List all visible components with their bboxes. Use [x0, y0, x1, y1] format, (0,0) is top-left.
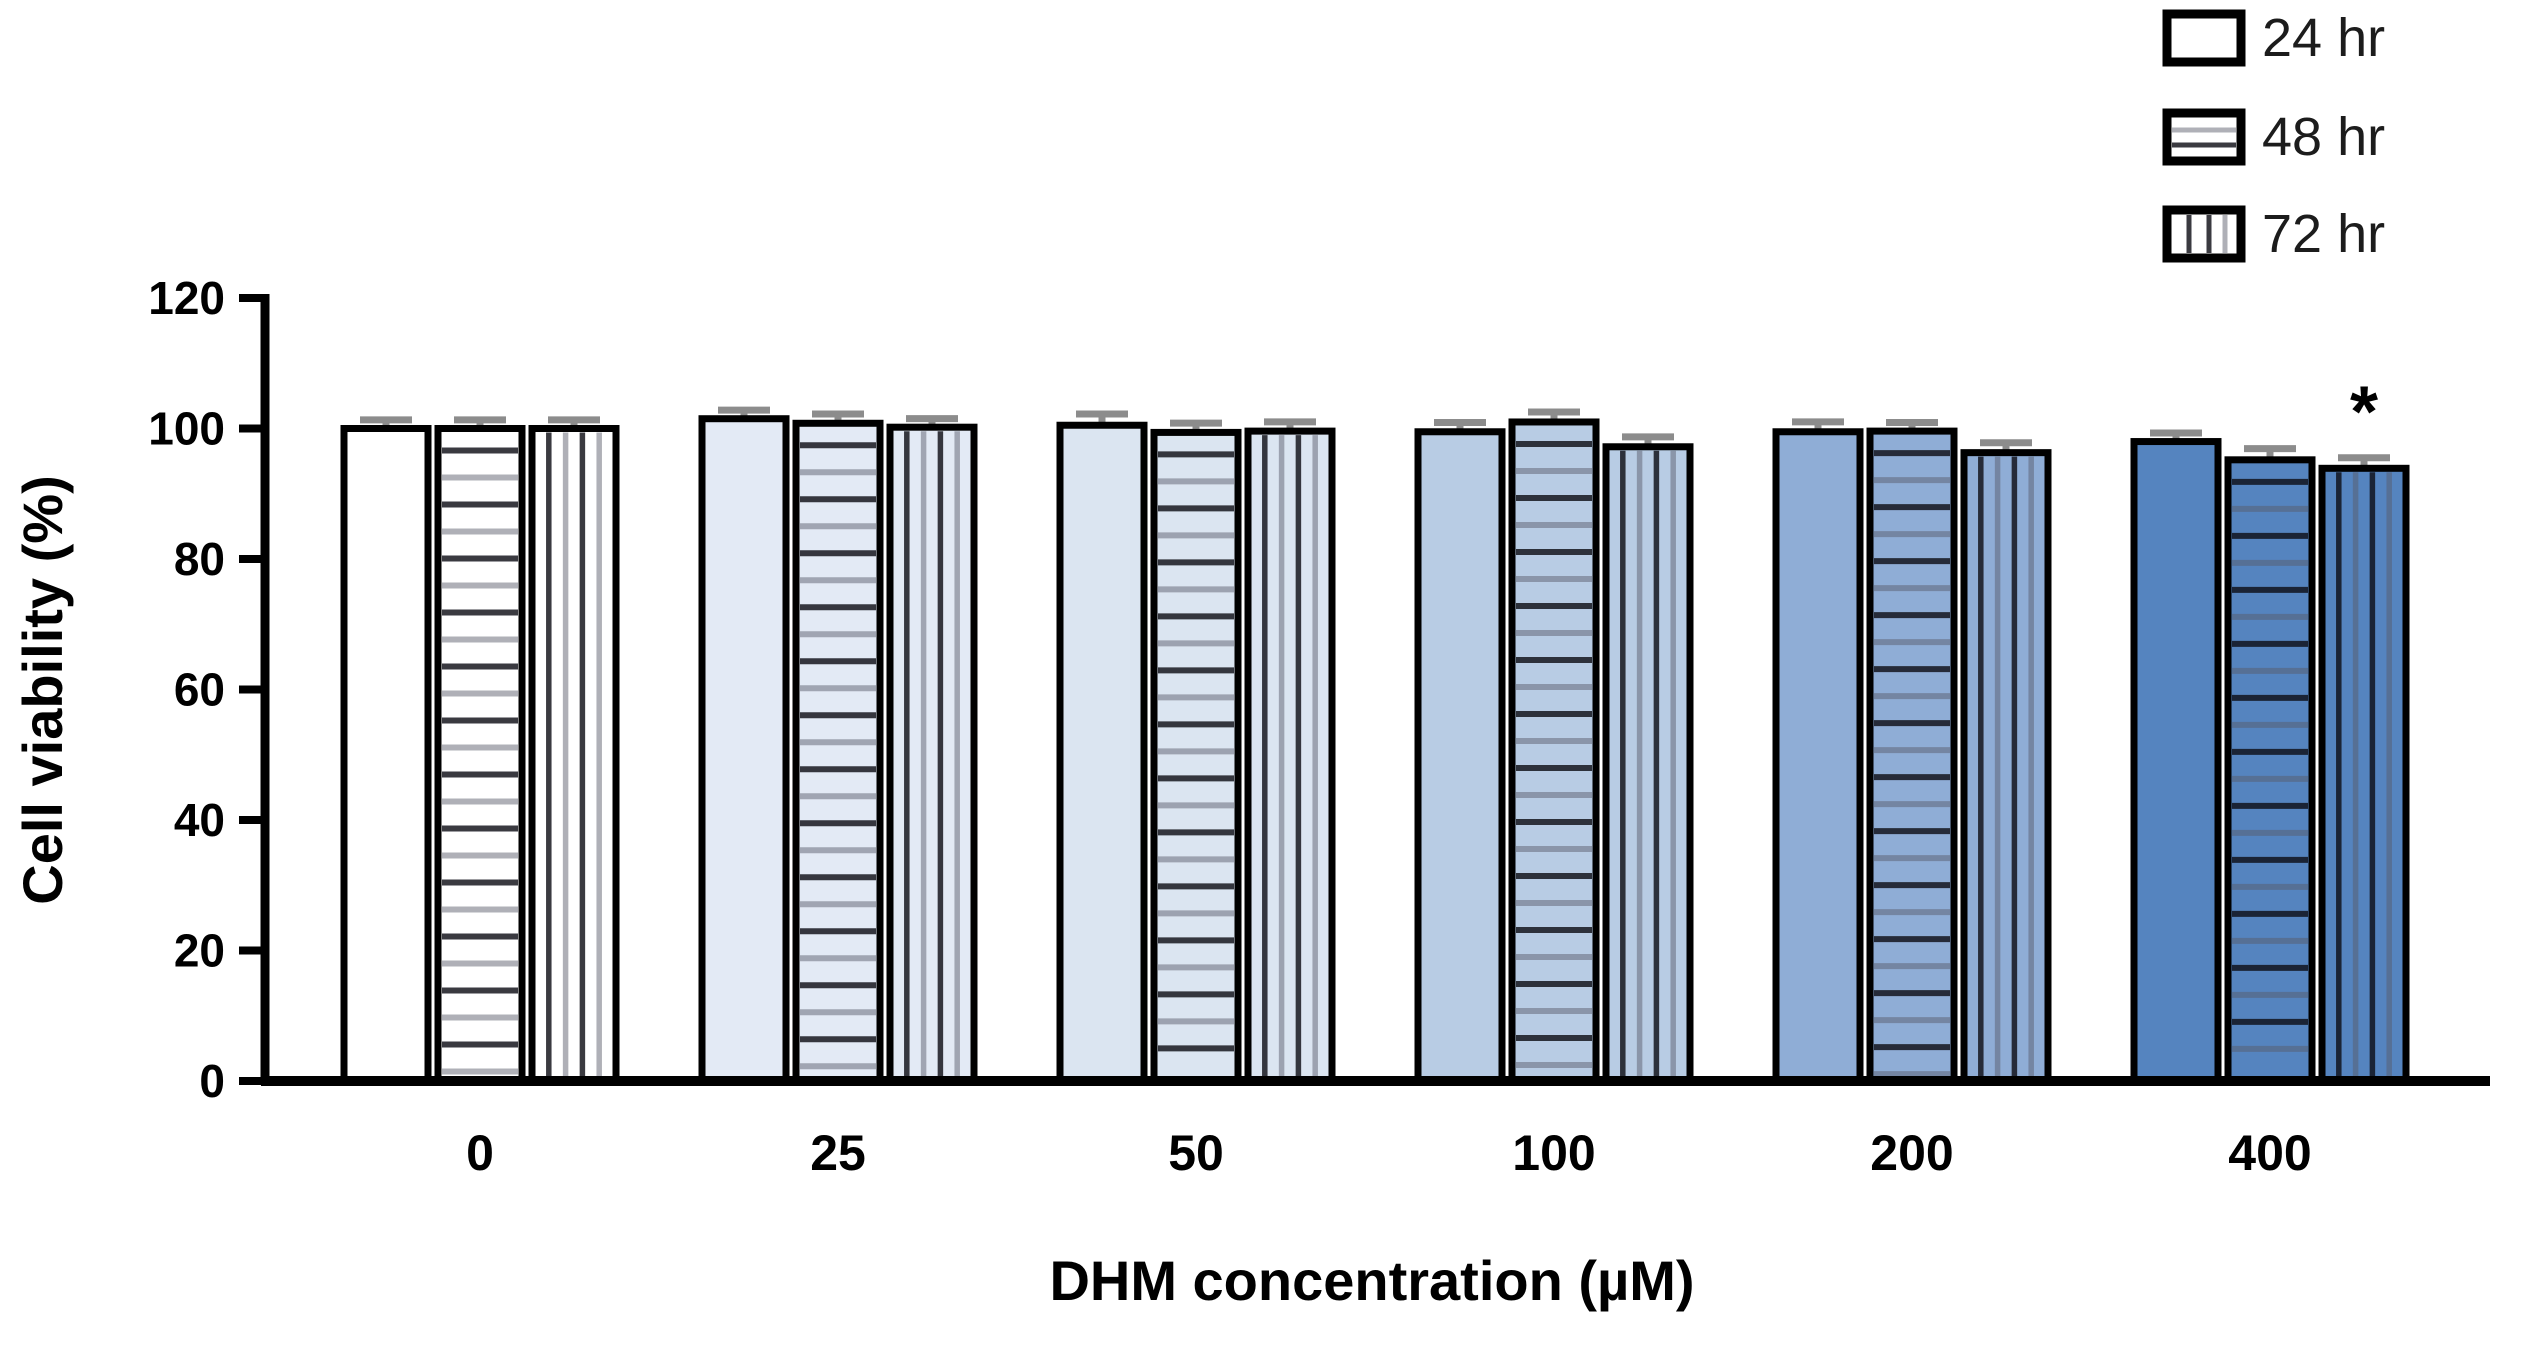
y-tick-label: 60	[174, 664, 225, 716]
bar-72hr	[1248, 431, 1332, 1081]
bar-72hr	[1606, 446, 1690, 1081]
bar-24hr	[1418, 431, 1502, 1081]
significance-asterisk: *	[2350, 372, 2378, 452]
bar-group-100	[1414, 408, 1694, 1085]
y-tick-label: 40	[174, 794, 225, 846]
bar-48hr	[796, 423, 880, 1081]
x-category-label: 100	[1512, 1125, 1595, 1181]
y-tick-label: 100	[148, 403, 225, 455]
y-tick-label: 0	[199, 1055, 225, 1107]
bar-48hr	[1870, 431, 1954, 1081]
bar-48hr	[1512, 421, 1596, 1082]
x-axis-title: DHM concentration (µM)	[1049, 1249, 1694, 1312]
bar-24hr	[344, 428, 428, 1081]
bar-48hr	[1154, 432, 1238, 1081]
bar-group-400	[2130, 429, 2410, 1085]
legend-swatch	[2162, 205, 2246, 263]
bar-48hr	[2228, 459, 2312, 1081]
legend-label: 72 hr	[2262, 204, 2385, 264]
y-tick-label: 80	[174, 533, 225, 585]
y-tick-label: 20	[174, 925, 225, 977]
axes-layer	[239, 294, 2490, 1086]
x-category-label: 0	[466, 1125, 494, 1181]
y-axis-title: Cell viability (%)	[11, 475, 74, 904]
bar-group-25	[698, 406, 978, 1085]
legend-label: 24 hr	[2262, 8, 2385, 68]
legend-item-24hr: 24 hr	[2162, 8, 2385, 68]
bar-72hr	[532, 428, 616, 1081]
legend-swatch	[2162, 9, 2246, 67]
bar-group-200	[1772, 418, 2052, 1085]
annotations-layer: *	[2350, 372, 2378, 452]
y-tick-label: 120	[148, 272, 225, 324]
bar-24hr	[1776, 431, 1860, 1081]
bar-72hr	[2322, 468, 2406, 1081]
bar-24hr	[702, 418, 786, 1081]
x-category-label: 25	[810, 1125, 866, 1181]
bar-group-0	[340, 416, 620, 1085]
x-category-label: 400	[2228, 1125, 2311, 1181]
bars-layer	[340, 406, 2410, 1085]
bar-48hr	[438, 428, 522, 1081]
bar-72hr	[1964, 452, 2048, 1082]
legend-item-48hr: 48 hr	[2162, 107, 2385, 167]
legend-item-72hr: 72 hr	[2162, 204, 2385, 264]
x-category-label: 50	[1168, 1125, 1224, 1181]
bar-24hr	[2134, 441, 2218, 1081]
legend-label: 48 hr	[2262, 107, 2385, 167]
bar-72hr	[890, 427, 974, 1081]
labels-layer: 0 20 40 60 80 100 120 0 25 50 100 200 400	[148, 272, 2311, 1181]
legend-swatch	[2162, 108, 2246, 166]
bar-24hr	[1060, 425, 1144, 1081]
x-category-label: 200	[1870, 1125, 1953, 1181]
bar-group-50	[1056, 410, 1336, 1085]
legend: 24 hr 48 hr 72 hr	[2162, 8, 2385, 264]
